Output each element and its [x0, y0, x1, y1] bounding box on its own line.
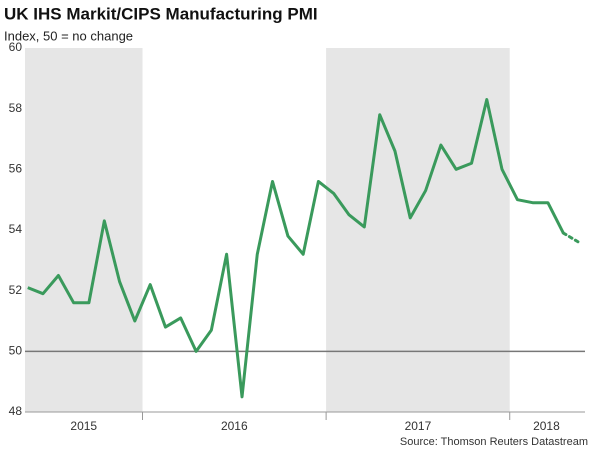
- source-note: Source: Thomson Reuters Datastream: [400, 436, 588, 448]
- x-tick-label: 2016: [221, 419, 248, 433]
- x-tick-label: 2015: [70, 419, 97, 433]
- x-tick-label: 2018: [533, 419, 560, 433]
- plot: 48 50 52 54 56 58 60 2015 2016 2017 2018: [9, 40, 585, 433]
- y-tick-label: 50: [9, 344, 23, 358]
- chart-subtitle: Index, 50 = no change: [4, 28, 133, 43]
- shaded-band: [326, 48, 510, 412]
- shaded-band: [25, 48, 143, 412]
- dotted-segment: [561, 231, 581, 244]
- y-tick-label: 48: [9, 404, 23, 418]
- y-tick-label: 58: [9, 101, 23, 115]
- y-tick-label: 52: [9, 283, 23, 297]
- chart-title: UK IHS Markit/CIPS Manufacturing PMI: [4, 4, 318, 23]
- y-tick-label: 54: [9, 222, 23, 236]
- y-tick-label: 60: [9, 40, 23, 54]
- data-line: [27, 98, 565, 399]
- y-tick-label: 56: [9, 162, 23, 176]
- x-tick-label: 2017: [405, 419, 432, 433]
